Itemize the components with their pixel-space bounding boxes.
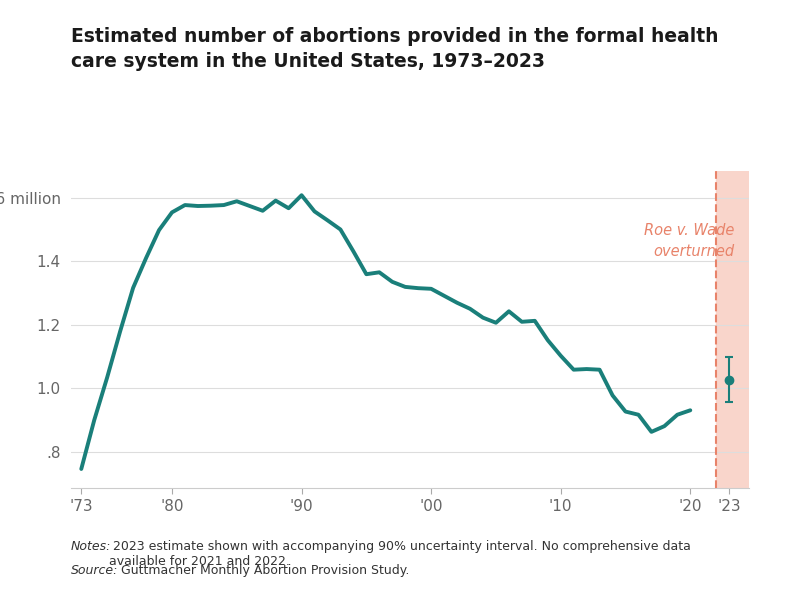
Text: Notes:: Notes: [71,540,111,553]
Text: Estimated number of abortions provided in the formal health: Estimated number of abortions provided i… [71,27,719,46]
Text: Source:: Source: [71,564,118,577]
Text: Roe v. Wade
overturned: Roe v. Wade overturned [644,223,734,259]
Text: Guttmacher Monthly Abortion Provision Study.: Guttmacher Monthly Abortion Provision St… [117,564,409,577]
Text: care system in the United States, 1973–2023: care system in the United States, 1973–2… [71,52,545,71]
Text: 2023 estimate shown with accompanying 90% uncertainty interval. No comprehensive: 2023 estimate shown with accompanying 90… [109,540,690,568]
Bar [716,171,749,488]
